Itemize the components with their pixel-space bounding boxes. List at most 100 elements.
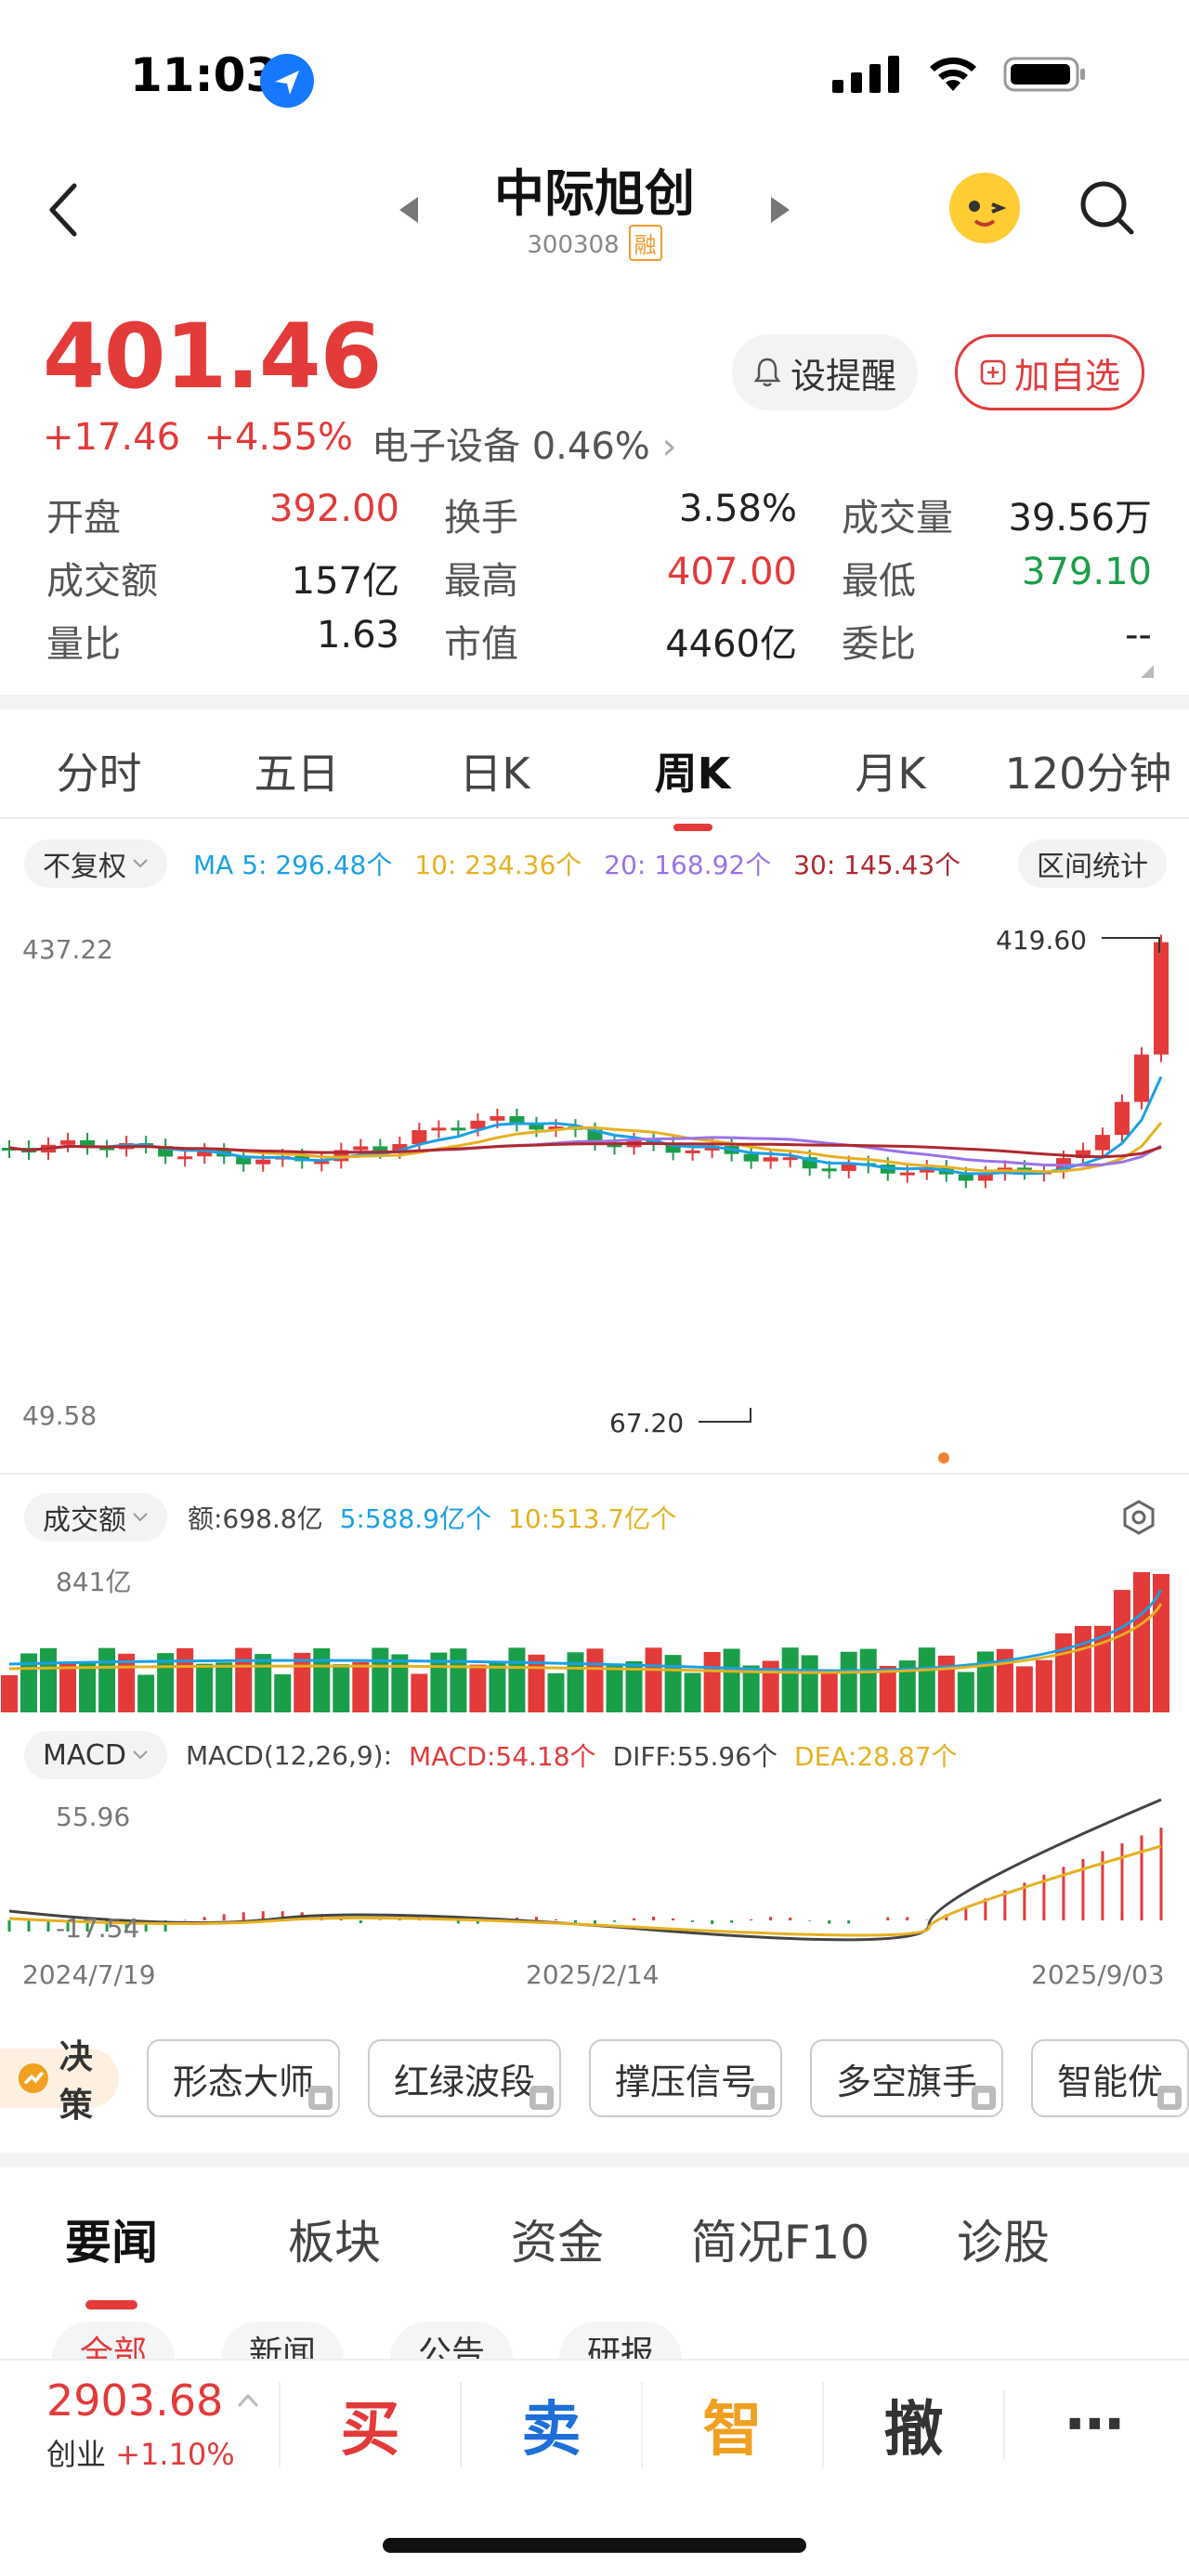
stat-label: 最高 xyxy=(444,560,518,603)
cancel-order-button[interactable]: 撤 xyxy=(822,2382,1003,2467)
back-icon[interactable] xyxy=(46,182,84,238)
news-subtab[interactable]: 公告 xyxy=(390,2322,514,2359)
mascot-icon[interactable] xyxy=(949,173,1020,243)
volume-bar xyxy=(976,1651,994,1712)
index-value: 2903.68 xyxy=(46,2375,224,2426)
news-subtab[interactable]: 新闻 xyxy=(221,2322,345,2359)
candle-body xyxy=(1133,1054,1149,1102)
tab-120分钟[interactable]: 120分钟 xyxy=(1004,748,1172,799)
candle-body xyxy=(958,1174,973,1181)
high-marker-line xyxy=(1102,937,1160,953)
volume-chart[interactable] xyxy=(0,1553,1189,1712)
search-icon[interactable] xyxy=(1078,178,1137,238)
sector-link[interactable]: 电子设备 0.46% › xyxy=(372,416,677,470)
ma20-value: 20: 168.92个 xyxy=(604,850,772,880)
news-tab[interactable]: 简况F10 xyxy=(690,2216,870,2270)
candle-body xyxy=(451,1127,466,1131)
home-indicator xyxy=(383,2538,806,2553)
candlestick-chart[interactable] xyxy=(0,906,1189,1464)
candle-body xyxy=(197,1151,213,1157)
stat-cell: 开盘 392.00 xyxy=(46,488,444,541)
dea-line xyxy=(8,1844,1162,1937)
section-separator xyxy=(0,2153,1189,2167)
volume-bar xyxy=(684,1672,701,1712)
strategy-button[interactable]: 形态大师 ■ xyxy=(146,2039,340,2117)
strategy-button[interactable]: 红绿波段 ■ xyxy=(367,2039,561,2117)
macd-chart[interactable] xyxy=(0,1790,1189,1950)
chevron-down-icon xyxy=(133,1750,148,1760)
volume-bar xyxy=(1132,1571,1150,1712)
volume-bar xyxy=(1054,1633,1072,1712)
decision-tag[interactable]: 决策 xyxy=(0,2038,119,2125)
news-tab[interactable]: 要闻 xyxy=(0,2205,223,2309)
tab-月K[interactable]: 月K xyxy=(855,748,926,799)
tab-日K[interactable]: 日K xyxy=(459,748,530,799)
stat-cell: 最高 407.00 xyxy=(444,551,842,605)
buy-button[interactable]: 买 xyxy=(279,2382,460,2467)
volume-bar xyxy=(547,1672,565,1712)
stat-cell: 换手 3.58% xyxy=(444,488,842,541)
index-ticker[interactable]: 2903.68 创业 +1.10% xyxy=(0,2375,279,2474)
volume-bar xyxy=(1,1675,18,1712)
ma10-value: 10: 234.36个 xyxy=(414,850,582,880)
volume-bar xyxy=(255,1654,272,1712)
more-button[interactable]: ⋯ xyxy=(1003,2390,1184,2459)
adjust-selector[interactable]: 不复权 xyxy=(24,839,167,888)
section-separator xyxy=(0,695,1189,709)
candle-body xyxy=(1114,1101,1130,1136)
volume-bar xyxy=(742,1665,760,1712)
candle-body xyxy=(509,1116,525,1125)
smart-button[interactable]: 智 xyxy=(641,2382,822,2467)
candle-body xyxy=(1094,1135,1110,1151)
volume-bar xyxy=(937,1655,955,1712)
expand-corner-icon[interactable] xyxy=(1139,663,1156,680)
volume-bar xyxy=(79,1662,97,1712)
strategy-button[interactable]: 智能优 ■ xyxy=(1030,2039,1189,2117)
volume-bar xyxy=(469,1664,487,1712)
plus-box-icon xyxy=(980,359,1006,385)
macd-selector[interactable]: MACD xyxy=(24,1731,167,1779)
volume-ma5-line xyxy=(8,1589,1163,1672)
price-axis-max: 437.22 xyxy=(22,934,113,965)
last-price: 401.46 xyxy=(43,305,382,409)
stat-value: 407.00 xyxy=(667,551,797,593)
lock-icon: ■ xyxy=(971,2086,996,2110)
quote-stats: 开盘 392.00 换手 3.58% 成交量 39.56万 成交额 157亿 最高 407.00 最… xyxy=(46,483,1152,672)
volume-bar xyxy=(586,1648,604,1712)
volume-bar xyxy=(1113,1590,1130,1712)
candle-body xyxy=(529,1124,544,1130)
candle-body xyxy=(412,1130,427,1145)
volume-bar xyxy=(957,1672,974,1712)
stat-cell: 最低 379.10 xyxy=(842,551,1152,605)
volume-selector[interactable]: 成交额 xyxy=(24,1493,167,1542)
prev-stock-icon[interactable] xyxy=(398,195,420,225)
candle-body xyxy=(353,1146,369,1151)
stat-cell: 成交量 39.56万 xyxy=(842,488,1152,541)
strategy-button[interactable]: 撑压信号 ■ xyxy=(588,2039,782,2117)
range-stats-label: 区间统计 xyxy=(1037,851,1148,883)
news-tab[interactable]: 板块 xyxy=(288,2216,381,2270)
dea-value: DEA:28.87个 xyxy=(794,1741,958,1772)
stat-label: 量比 xyxy=(46,623,121,666)
news-tab[interactable]: 诊股 xyxy=(957,2216,1050,2270)
news-tab[interactable]: 资金 xyxy=(511,2216,604,2270)
high-marker-label: 419.60 xyxy=(996,925,1087,956)
tab-五日[interactable]: 五日 xyxy=(254,748,340,799)
settings-icon[interactable] xyxy=(1120,1499,1157,1536)
stat-label: 最低 xyxy=(842,560,916,603)
macd-axis-max: 55.96 xyxy=(56,1802,131,1832)
next-stock-icon[interactable] xyxy=(769,195,791,225)
volume-bar xyxy=(918,1647,935,1712)
news-subtab[interactable]: 研报 xyxy=(559,2322,683,2359)
set-alert-button[interactable]: 设提醒 xyxy=(732,334,918,410)
tab-分时[interactable]: 分时 xyxy=(56,748,142,799)
strategy-button[interactable]: 多空旗手 ■ xyxy=(809,2039,1003,2117)
volume-bar xyxy=(40,1647,58,1712)
tab-周K[interactable]: 周K xyxy=(594,740,791,831)
range-stats-button[interactable]: 区间统计 xyxy=(1018,839,1167,888)
news-subtab[interactable]: 全部 xyxy=(52,2322,176,2359)
candle-body xyxy=(372,1146,388,1151)
candle-body xyxy=(314,1161,330,1164)
sell-button[interactable]: 卖 xyxy=(460,2382,641,2467)
add-watchlist-button[interactable]: 加自选 xyxy=(955,334,1144,410)
